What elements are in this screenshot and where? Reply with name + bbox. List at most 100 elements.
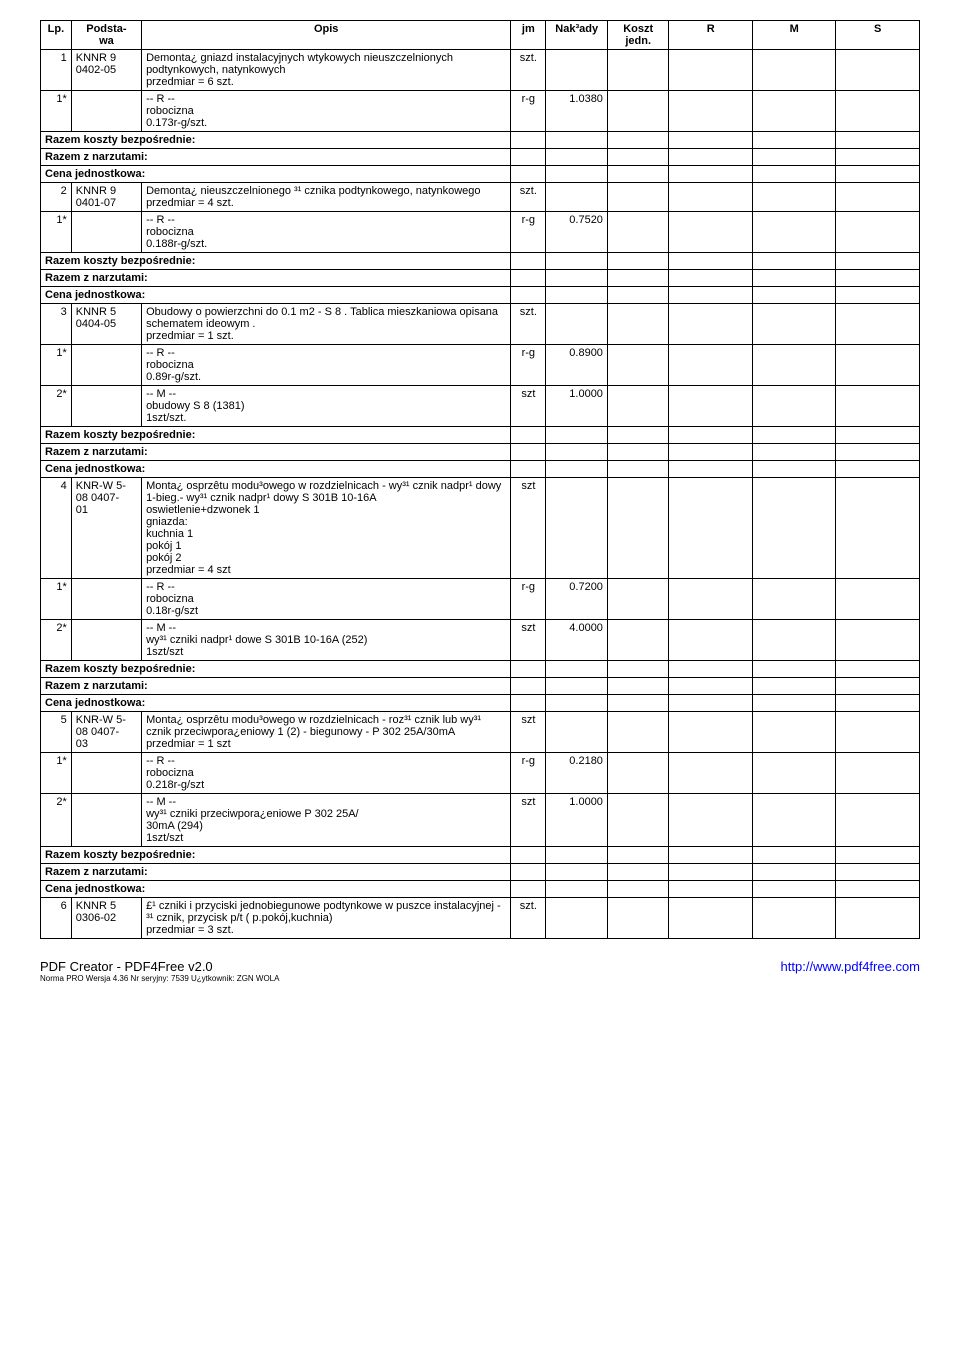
r-cell [669,898,753,939]
razem-row: Cena jednostkowa: [41,287,920,304]
col-m: M [752,21,836,50]
razem-label: Cena jednostkowa: [41,461,511,478]
razem-label: Razem z narzutami: [41,678,511,695]
s-cell [836,212,920,253]
table-row: 2* -- M -- wy³¹ czniki przeciwpora¿eniow… [41,794,920,847]
razem-label: Cena jednostkowa: [41,695,511,712]
razem-row: Cena jednostkowa: [41,461,920,478]
r-cell [669,794,753,847]
table-row: 1* -- R -- robocizna 0.89r-g/szt. r-g 0.… [41,345,920,386]
razem-row: Cena jednostkowa: [41,695,920,712]
lp-cell: 4 [41,478,72,579]
r-cell [669,386,753,427]
m-cell [752,304,836,345]
m-cell [752,183,836,212]
table-row: 2* -- M -- wy³¹ czniki nadpr¹ dowe S 301… [41,620,920,661]
naklady-cell [546,50,608,91]
opis-cell: -- R -- robocizna 0.188r-g/szt. [142,212,511,253]
koszt-cell [607,183,669,212]
razem-row: Razem koszty bezpośrednie: [41,661,920,678]
jm-cell: r-g [511,579,546,620]
table-row: 1* -- R -- robocizna 0.173r-g/szt. r-g 1… [41,91,920,132]
col-opis: Opis [142,21,511,50]
s-cell [836,91,920,132]
razem-label: Razem koszty bezpośrednie: [41,253,511,270]
header-row: Lp. Podsta- wa Opis jm Nak³ady Koszt jed… [41,21,920,50]
col-r: R [669,21,753,50]
r-cell [669,712,753,753]
footer-norma: Norma PRO Wersja 4.36 Nr seryjny: 7539 U… [40,974,279,983]
razem-label: Razem z narzutami: [41,444,511,461]
razem-label: Razem z narzutami: [41,270,511,287]
lp-cell: 2* [41,620,72,661]
razem-label: Razem z narzutami: [41,864,511,881]
table-row: 3 KNNR 5 0404-05 Obudowy o powierzchni d… [41,304,920,345]
m-cell [752,712,836,753]
r-cell [669,753,753,794]
m-cell [752,212,836,253]
naklady-cell: 0.2180 [546,753,608,794]
footer-right: http://www.pdf4free.com [781,959,920,983]
m-cell [752,579,836,620]
col-jm: jm [511,21,546,50]
jm-cell: r-g [511,212,546,253]
s-cell [836,183,920,212]
m-cell [752,794,836,847]
razem-row: Cena jednostkowa: [41,881,920,898]
col-podstawa: Podsta- wa [71,21,141,50]
podstawa-cell: KNR-W 5- 08 0407- 01 [71,478,141,579]
s-cell [836,478,920,579]
naklady-cell: 1.0000 [546,386,608,427]
lp-cell: 2* [41,794,72,847]
podstawa-cell: KNNR 5 0306-02 [71,898,141,939]
podstawa-cell: KNR-W 5- 08 0407- 03 [71,712,141,753]
opis-cell: Demonta¿ gniazd instalacyjnych wtykowych… [142,50,511,91]
razem-label: Cena jednostkowa: [41,166,511,183]
jm-cell: szt. [511,898,546,939]
m-cell [752,478,836,579]
koszt-cell [607,753,669,794]
podstawa-cell [71,91,141,132]
r-cell [669,91,753,132]
opis-cell: £¹ czniki i przyciski jednobiegunowe pod… [142,898,511,939]
s-cell [836,386,920,427]
jm-cell: r-g [511,753,546,794]
podstawa-cell: KNNR 9 0401-07 [71,183,141,212]
naklady-cell: 0.8900 [546,345,608,386]
podstawa-cell [71,386,141,427]
razem-row: Razem koszty bezpośrednie: [41,427,920,444]
podstawa-cell [71,345,141,386]
podstawa-cell: KNNR 5 0404-05 [71,304,141,345]
lp-cell: 1* [41,753,72,794]
m-cell [752,345,836,386]
opis-cell: -- R -- robocizna 0.89r-g/szt. [142,345,511,386]
r-cell [669,212,753,253]
r-cell [669,620,753,661]
jm-cell: r-g [511,91,546,132]
opis-cell: -- M -- obudowy S 8 (1381) 1szt/szt. [142,386,511,427]
s-cell [836,898,920,939]
table-row: 2 KNNR 9 0401-07 Demonta¿ nieuszczelnion… [41,183,920,212]
razem-row: Razem z narzutami: [41,270,920,287]
opis-cell: -- R -- robocizna 0.173r-g/szt. [142,91,511,132]
lp-cell: 2* [41,386,72,427]
podstawa-cell [71,579,141,620]
podstawa-cell [71,212,141,253]
koszt-cell [607,91,669,132]
naklady-cell [546,183,608,212]
lp-cell: 1* [41,345,72,386]
opis-cell: -- M -- wy³¹ czniki przeciwpora¿eniowe P… [142,794,511,847]
m-cell [752,620,836,661]
opis-cell: Monta¿ osprzêtu modu³owego w rozdzielnic… [142,712,511,753]
koszt-cell [607,304,669,345]
jm-cell: r-g [511,345,546,386]
razem-label: Cena jednostkowa: [41,881,511,898]
naklady-cell: 1.0380 [546,91,608,132]
podstawa-cell: KNNR 9 0402-05 [71,50,141,91]
m-cell [752,753,836,794]
opis-cell: -- R -- robocizna 0.18r-g/szt [142,579,511,620]
r-cell [669,304,753,345]
naklady-cell: 0.7200 [546,579,608,620]
koszt-cell [607,712,669,753]
col-koszt: Koszt jedn. [607,21,669,50]
